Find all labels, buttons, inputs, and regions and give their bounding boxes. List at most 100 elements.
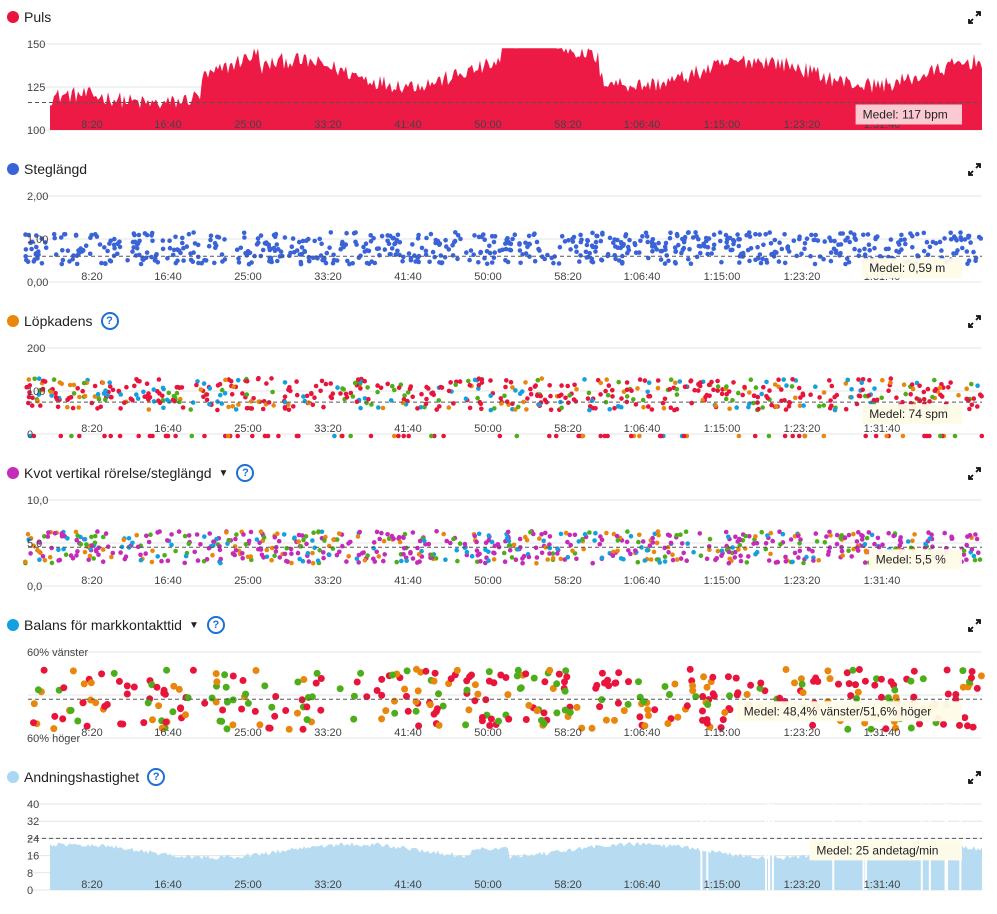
data-point	[110, 550, 116, 556]
data-point	[385, 532, 390, 537]
data-point	[346, 541, 351, 546]
data-point	[164, 433, 170, 439]
data-point	[465, 706, 473, 714]
data-point	[719, 553, 724, 559]
data-point	[135, 241, 141, 246]
data-point	[212, 670, 220, 678]
help-icon[interactable]: ?	[100, 312, 119, 330]
data-point	[432, 254, 438, 260]
data-point	[74, 261, 80, 267]
data-point	[860, 387, 865, 393]
expand-icon[interactable]	[968, 163, 981, 176]
data-point	[75, 386, 80, 391]
caret-down-icon[interactable]: ▼	[218, 467, 229, 479]
x-tick-label: 58:20	[554, 119, 582, 131]
data-point	[222, 237, 227, 242]
data-point	[979, 433, 985, 439]
expand-icon[interactable]	[968, 467, 981, 480]
y-tick-label: 60% höger	[27, 733, 81, 745]
caret-down-icon[interactable]: ▼	[188, 619, 199, 631]
data-point	[834, 532, 840, 538]
help-icon[interactable]: ?	[147, 768, 166, 786]
data-point	[808, 253, 813, 259]
data-point	[162, 553, 167, 558]
data-point	[48, 389, 54, 395]
data-point	[340, 543, 345, 549]
data-point	[562, 667, 570, 675]
x-tick-label: 1:15:00	[704, 423, 741, 435]
data-point	[598, 392, 603, 397]
data-point	[455, 558, 460, 564]
data-point	[572, 382, 577, 388]
data-point	[612, 405, 617, 411]
data-point	[317, 236, 323, 242]
data-point	[264, 381, 269, 386]
data-point	[467, 257, 472, 263]
expand-icon[interactable]	[968, 315, 981, 328]
data-point	[189, 666, 197, 674]
data-point	[248, 399, 254, 404]
data-point	[785, 246, 791, 252]
data-point	[372, 260, 378, 266]
data-point	[656, 532, 661, 538]
data-point	[401, 254, 406, 260]
data-point	[310, 538, 315, 543]
data-point	[692, 693, 700, 701]
data-point	[834, 541, 840, 547]
legend-dot	[7, 315, 19, 327]
data-point	[376, 554, 382, 559]
data-point	[382, 707, 390, 715]
data-point	[598, 380, 603, 386]
data-point	[98, 670, 106, 678]
data-point	[177, 399, 182, 405]
data-point	[782, 666, 790, 673]
data-point	[422, 667, 430, 675]
expand-icon[interactable]	[968, 619, 981, 632]
data-point	[464, 549, 470, 555]
data-point	[96, 552, 101, 557]
data-point	[977, 672, 985, 680]
data-point	[233, 536, 238, 542]
data-point	[238, 705, 246, 713]
data-point	[625, 678, 632, 686]
data-point	[927, 536, 932, 541]
data-point	[107, 258, 113, 263]
help-icon[interactable]: ?	[236, 464, 255, 482]
data-point	[864, 549, 869, 555]
expand-icon[interactable]	[968, 11, 981, 24]
help-icon[interactable]: ?	[206, 616, 225, 634]
expand-icon[interactable]	[968, 771, 981, 784]
data-point	[401, 552, 406, 557]
data-point	[317, 706, 325, 714]
data-point	[196, 260, 201, 266]
data-point	[573, 244, 579, 249]
data-point	[582, 377, 587, 382]
data-point	[558, 556, 564, 562]
data-point	[377, 536, 383, 542]
data-point	[107, 384, 113, 389]
data-point	[594, 233, 599, 239]
data-point	[956, 721, 963, 729]
data-point	[726, 692, 733, 700]
data-point	[760, 405, 765, 410]
data-point	[639, 545, 644, 550]
data-point	[937, 385, 943, 390]
data-point	[725, 244, 730, 249]
data-point	[711, 387, 716, 393]
data-point	[400, 258, 405, 264]
data-point	[406, 251, 412, 256]
x-tick-label: 16:40	[154, 423, 182, 435]
data-point	[431, 669, 439, 677]
data-point	[472, 533, 478, 539]
data-point	[306, 254, 312, 260]
data-point	[686, 256, 691, 262]
data-point	[817, 403, 822, 409]
data-point	[886, 530, 891, 536]
data-point	[49, 545, 54, 551]
data-point	[331, 537, 336, 542]
data-point	[215, 234, 220, 240]
data-point	[410, 242, 415, 247]
x-tick-label: 50:00	[474, 423, 502, 435]
data-point	[472, 377, 478, 383]
data-point	[550, 556, 556, 561]
